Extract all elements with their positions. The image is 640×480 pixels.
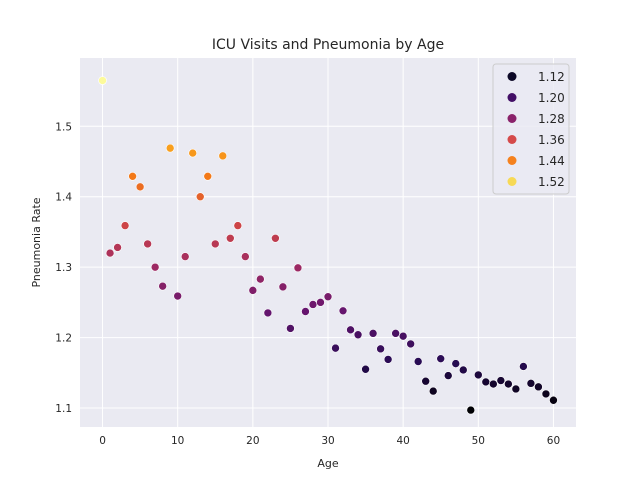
data-point: [143, 239, 152, 249]
legend-marker: [507, 93, 517, 102]
data-point: [128, 172, 137, 181]
data-point: [474, 370, 483, 380]
data-point: [233, 221, 243, 230]
x-tick-label: 0: [99, 435, 106, 447]
x-tick-label: 30: [321, 435, 334, 447]
data-point: [346, 325, 355, 335]
data-point: [323, 292, 333, 302]
data-point: [534, 382, 543, 392]
legend-marker: [507, 114, 517, 123]
data-point: [158, 281, 167, 291]
data-point: [98, 76, 107, 85]
data-point: [406, 339, 415, 349]
data-point: [120, 221, 130, 230]
x-tick-label: 50: [472, 435, 485, 447]
data-point: [376, 344, 385, 354]
data-point: [526, 379, 536, 388]
data-point: [541, 389, 551, 399]
data-point: [466, 405, 476, 415]
data-point: [188, 148, 198, 158]
data-point: [421, 376, 430, 386]
data-point: [308, 300, 318, 309]
legend-label: 1.28: [538, 112, 565, 126]
data-point: [391, 329, 400, 338]
legend-label: 1.36: [538, 133, 565, 147]
legend-marker: [507, 72, 517, 81]
data-point: [331, 343, 340, 353]
legend-marker: [507, 135, 517, 144]
data-point: [383, 355, 393, 364]
data-point: [180, 252, 190, 261]
x-tick-label: 40: [396, 435, 409, 447]
x-tick-label: 60: [547, 435, 560, 447]
data-point: [361, 364, 370, 374]
legend-label: 1.12: [538, 70, 565, 84]
data-point: [203, 172, 213, 181]
data-point: [218, 151, 228, 161]
x-tick-label: 20: [246, 435, 259, 447]
y-axis-label: Pneumonia Rate: [30, 197, 43, 287]
y-tick-label: 1.4: [55, 192, 72, 204]
data-point: [173, 291, 182, 301]
data-point: [165, 143, 175, 153]
data-point: [443, 371, 453, 380]
data-point: [496, 376, 506, 385]
data-point: [436, 354, 446, 363]
chart-title: ICU Visits and Pneumonia by Age: [212, 37, 444, 53]
data-point: [511, 384, 521, 394]
legend: 1.12 1.20 1.28 1.36 1.44 1.52: [492, 63, 570, 195]
grid-lines: [80, 58, 576, 427]
data-point: [113, 243, 122, 252]
y-tick-label: 1.3: [55, 262, 72, 274]
data-point: [368, 329, 378, 338]
data-point: [256, 274, 265, 284]
data-point: [195, 192, 205, 202]
data-point: [451, 359, 461, 368]
legend-marker: [507, 177, 517, 186]
data-point: [210, 239, 220, 249]
data-point: [519, 362, 528, 371]
x-axis-label: Age: [317, 457, 339, 470]
data-point: [413, 357, 423, 366]
data-point: [263, 308, 273, 318]
x-tick-label: 10: [171, 435, 184, 447]
data-point: [481, 377, 491, 387]
data-point: [338, 306, 348, 316]
data-point: [150, 262, 160, 272]
y-tick-label: 1.1: [55, 403, 72, 415]
data-point: [241, 252, 250, 261]
data-point: [458, 365, 468, 375]
data-point: [398, 331, 408, 341]
legend-label: 1.44: [538, 154, 565, 168]
x-tick-labels: 0 10 20 30 40 50 60: [99, 435, 560, 447]
data-point: [286, 324, 295, 333]
data-point: [105, 248, 115, 258]
y-tick-label: 1.5: [55, 121, 72, 133]
data-point: [226, 233, 235, 243]
data-point: [316, 298, 325, 307]
data-point: [549, 395, 558, 405]
y-tick-labels: 1.1 1.2 1.3 1.4 1.5: [55, 121, 72, 415]
data-point: [278, 282, 288, 292]
data-point: [248, 286, 258, 295]
data-point: [428, 386, 438, 396]
data-point: [293, 263, 303, 273]
data-points: [98, 76, 558, 415]
data-point: [353, 330, 363, 340]
y-tick-label: 1.2: [55, 333, 72, 345]
data-point: [135, 182, 145, 192]
legend-label: 1.20: [538, 91, 565, 105]
legend-label: 1.52: [538, 175, 565, 189]
data-point: [301, 307, 310, 316]
data-point: [489, 379, 498, 389]
legend-marker: [507, 156, 517, 165]
data-point: [504, 379, 513, 389]
data-point: [271, 233, 280, 243]
